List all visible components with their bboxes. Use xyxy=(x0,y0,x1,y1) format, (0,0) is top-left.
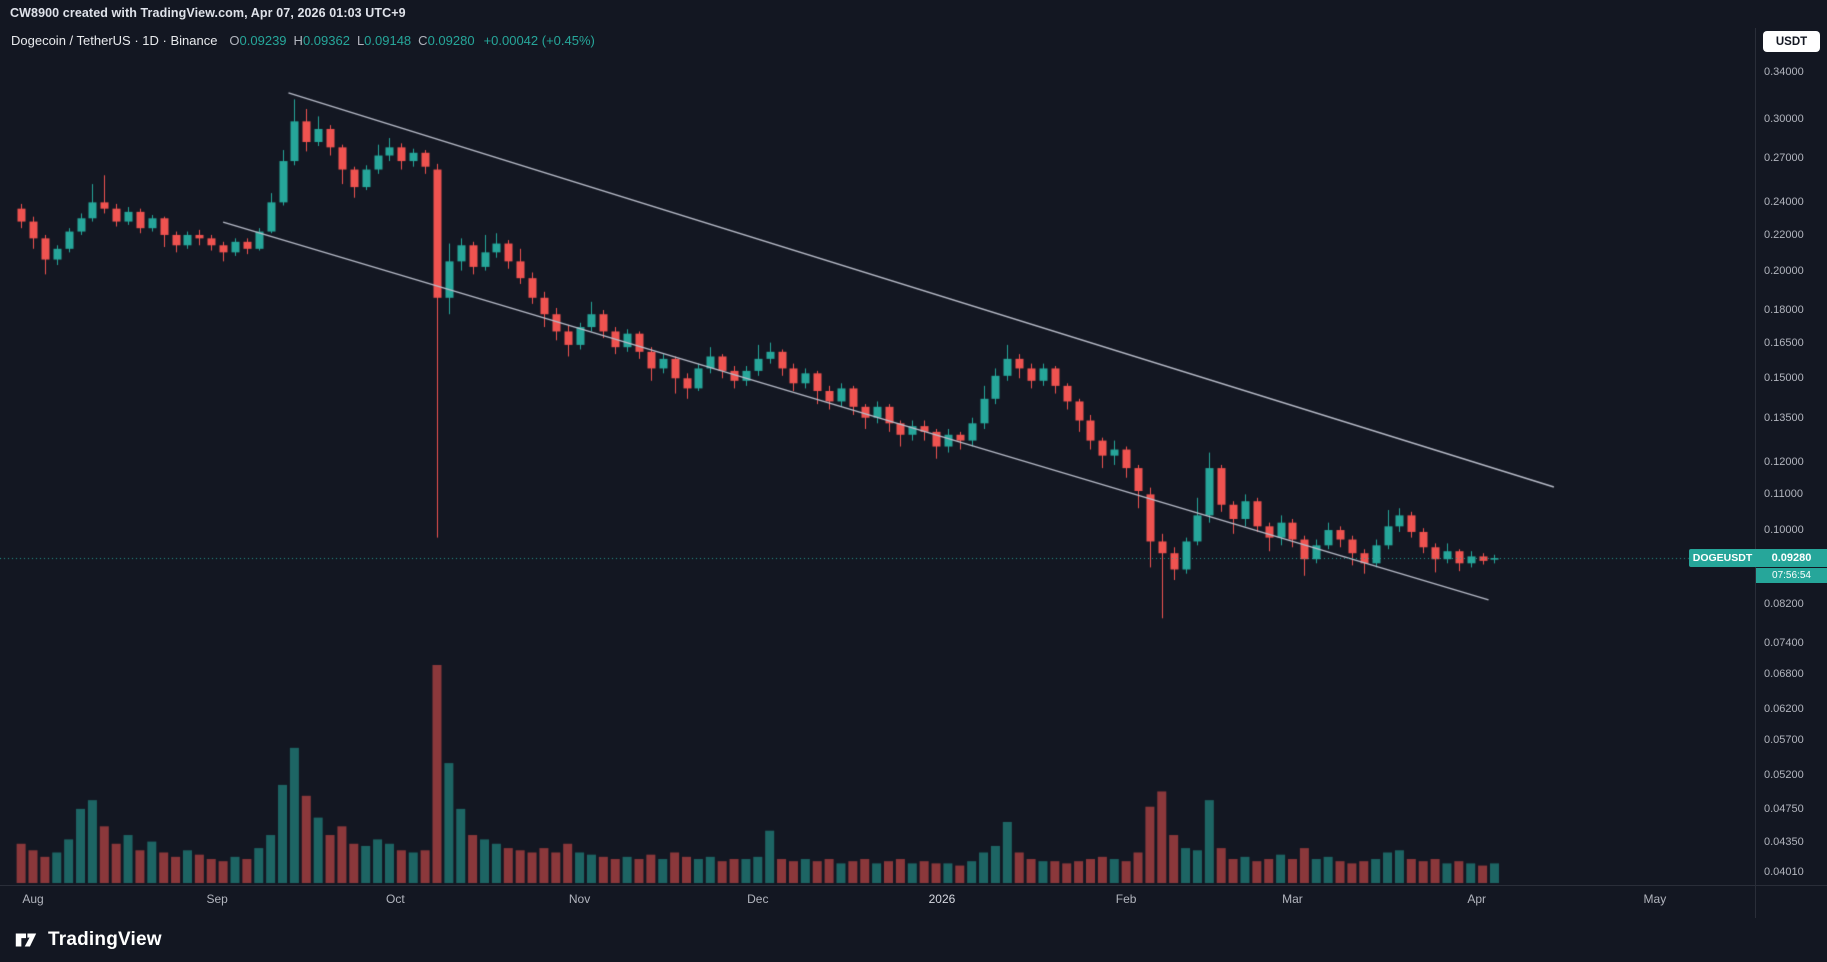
price-tick: 0.05700 xyxy=(1764,734,1804,747)
price-tick: 0.12000 xyxy=(1764,455,1804,468)
price-tick: 0.04350 xyxy=(1764,835,1804,848)
ohlc-low-value: 0.09148 xyxy=(364,33,412,48)
price-tick: 0.22000 xyxy=(1764,228,1804,241)
price-axis-separator xyxy=(1755,28,1756,918)
time-tick: Nov xyxy=(568,892,591,906)
price-tick: 0.06200 xyxy=(1764,702,1804,715)
price-tick: 0.10000 xyxy=(1764,524,1804,537)
price-tick: 0.08200 xyxy=(1764,598,1804,611)
ohlc-close-value: 0.09280 xyxy=(427,33,475,48)
brand-wordmark: TradingView xyxy=(48,929,162,950)
price-tick: 0.15000 xyxy=(1764,372,1804,385)
price-tick: 0.27000 xyxy=(1764,152,1804,165)
ohlc-open-label: O xyxy=(229,33,240,48)
ohlc-high: H0.09362 xyxy=(294,33,350,48)
time-tick: Feb xyxy=(1115,892,1137,906)
price-tick: 0.04010 xyxy=(1764,866,1804,879)
ohlc-close-label: C xyxy=(418,33,428,48)
price-tick: 0.07400 xyxy=(1764,636,1804,649)
price-tick: 0.04750 xyxy=(1764,802,1804,815)
tradingview-brand-link[interactable]: TradingView xyxy=(13,927,162,953)
last-price-symbol-badge: DOGEUSDT xyxy=(1689,549,1756,568)
time-tick: 2026 xyxy=(928,892,956,906)
ohlc-low-label: L xyxy=(356,33,365,48)
symbol-title: Dogecoin / TetherUS · 1D · Binance xyxy=(11,33,218,48)
tradingview-logo-icon xyxy=(13,927,39,953)
time-axis-separator xyxy=(0,885,1827,886)
price-tick: 0.11000 xyxy=(1764,488,1803,501)
ohlc-open-value: 0.09239 xyxy=(239,33,287,48)
time-tick: May xyxy=(1643,892,1667,906)
price-tick: 0.34000 xyxy=(1764,66,1804,78)
last-price-label: DOGEUSDT 0.09280 xyxy=(1689,549,1827,568)
price-tick: 0.30000 xyxy=(1764,112,1804,125)
ohlc-close: C0.09280 xyxy=(418,33,474,48)
price-tick: 0.06800 xyxy=(1764,668,1804,681)
price-tick: 0.05200 xyxy=(1764,768,1804,781)
price-axis[interactable]: USDT 0.34000 0.30000 0.27000 0.24000 0.22000… xyxy=(1756,28,1827,885)
time-tick: Aug xyxy=(22,892,44,906)
last-price-value-badge: 0.09280 xyxy=(1756,549,1827,568)
attribution-text: CW8900 created with TradingView.com, Apr… xyxy=(10,6,406,20)
price-tick: 0.24000 xyxy=(1764,196,1804,209)
symbol-legend: Dogecoin / TetherUS · 1D · Binance O0.09… xyxy=(11,33,595,48)
ohlc-open: O0.09239 xyxy=(229,33,286,48)
bar-countdown-badge: 07:56:54 xyxy=(1756,568,1827,584)
footer-bar: TradingView xyxy=(0,918,1827,962)
time-tick: Sep xyxy=(206,892,228,906)
price-tick: 0.20000 xyxy=(1764,264,1804,277)
ohlc-low: L0.09148 xyxy=(357,33,411,48)
change-value: +0.00042 (+0.45%) xyxy=(483,33,595,48)
price-tick: 0.16500 xyxy=(1764,336,1804,349)
time-tick: Mar xyxy=(1282,892,1303,906)
time-tick: Apr xyxy=(1467,892,1486,906)
price-tick: 0.13500 xyxy=(1764,411,1804,424)
currency-unit-button[interactable]: USDT xyxy=(1763,31,1820,52)
time-tick: Dec xyxy=(747,892,769,906)
time-axis[interactable]: Aug Sep Oct Nov Dec 2026 Feb Mar Apr May xyxy=(0,886,1827,918)
time-tick: Oct xyxy=(386,892,405,906)
ohlc-high-label: H xyxy=(293,33,303,48)
price-tick: 0.18000 xyxy=(1764,304,1804,317)
ohlc-high-value: 0.09362 xyxy=(302,33,350,48)
